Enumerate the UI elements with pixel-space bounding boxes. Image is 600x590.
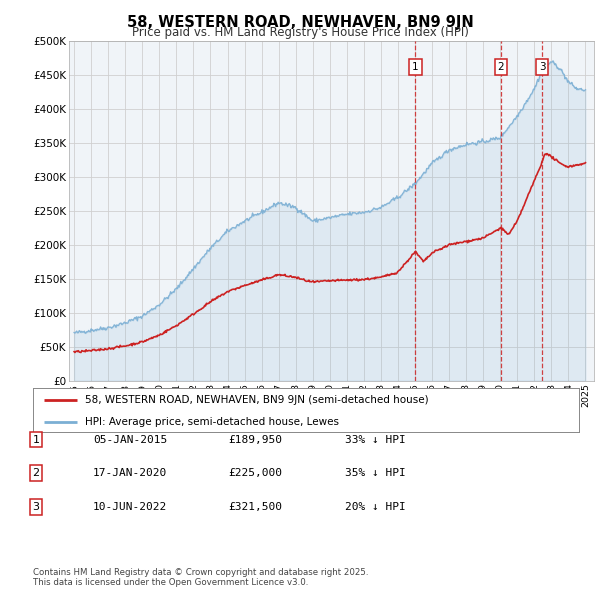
- Text: 20% ↓ HPI: 20% ↓ HPI: [345, 502, 406, 512]
- Text: 1: 1: [412, 62, 419, 72]
- Text: HPI: Average price, semi-detached house, Lewes: HPI: Average price, semi-detached house,…: [85, 417, 339, 427]
- Text: 3: 3: [32, 502, 40, 512]
- Text: 1: 1: [32, 435, 40, 444]
- Text: 2: 2: [32, 468, 40, 478]
- Text: £225,000: £225,000: [228, 468, 282, 478]
- Text: 2: 2: [497, 62, 504, 72]
- Text: 58, WESTERN ROAD, NEWHAVEN, BN9 9JN (semi-detached house): 58, WESTERN ROAD, NEWHAVEN, BN9 9JN (sem…: [85, 395, 428, 405]
- Text: 58, WESTERN ROAD, NEWHAVEN, BN9 9JN: 58, WESTERN ROAD, NEWHAVEN, BN9 9JN: [127, 15, 473, 30]
- Text: 10-JUN-2022: 10-JUN-2022: [93, 502, 167, 512]
- Text: £189,950: £189,950: [228, 435, 282, 444]
- Text: Price paid vs. HM Land Registry's House Price Index (HPI): Price paid vs. HM Land Registry's House …: [131, 26, 469, 39]
- Text: 3: 3: [539, 62, 545, 72]
- Text: £321,500: £321,500: [228, 502, 282, 512]
- Text: 05-JAN-2015: 05-JAN-2015: [93, 435, 167, 444]
- Text: 33% ↓ HPI: 33% ↓ HPI: [345, 435, 406, 444]
- Text: Contains HM Land Registry data © Crown copyright and database right 2025.
This d: Contains HM Land Registry data © Crown c…: [33, 568, 368, 587]
- Text: 35% ↓ HPI: 35% ↓ HPI: [345, 468, 406, 478]
- Text: 17-JAN-2020: 17-JAN-2020: [93, 468, 167, 478]
